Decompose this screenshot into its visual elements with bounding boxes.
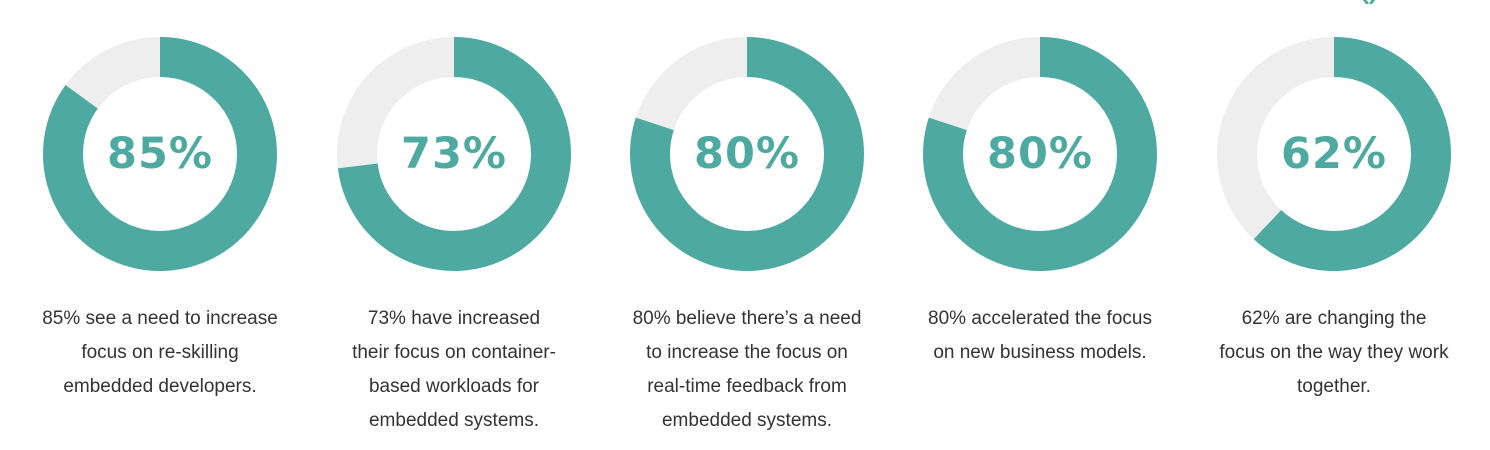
description-line: 80% accelerated the focus (928, 308, 1152, 329)
percentage-label: 85% (107, 129, 213, 179)
description-line: 73% have increased (367, 308, 541, 329)
stat-description: 80% believe there’s a need to increase t… (617, 302, 877, 438)
description-line: focus on re-skilling (81, 342, 239, 363)
donut-arc-73 (337, 37, 571, 271)
donut-arc-80 (923, 37, 1157, 271)
description-line: focus on the way they work (1219, 342, 1449, 363)
donut-svg (1217, 37, 1451, 271)
description-line: on new business models. (933, 342, 1147, 363)
description-line: embedded systems. (368, 410, 540, 431)
percentage-label: 80% (694, 129, 800, 179)
description-line: together. (1297, 376, 1371, 397)
description-line: 62% are changing the (1241, 308, 1427, 329)
stat-description: 80% accelerated the focus on new busines… (910, 302, 1170, 370)
donut-chart: 73% (336, 36, 572, 272)
donut-arc-85 (43, 37, 277, 271)
stat-description: 62% are changing the focus on the way th… (1204, 302, 1464, 404)
description-line: their focus on container- (352, 342, 556, 363)
donut-svg (630, 37, 864, 271)
stat-description: 73% have increased their focus on contai… (324, 302, 584, 438)
description-line: embedded systems. (661, 410, 833, 431)
description-line: embedded developers. (63, 376, 257, 397)
donut-chart: 62% (1216, 36, 1452, 272)
percentage-label: 73% (401, 129, 507, 179)
description-line: 85% see a need to increase (42, 308, 278, 329)
donut-svg (43, 37, 277, 271)
donut-svg (337, 37, 571, 271)
description-line: based workloads for (368, 376, 540, 397)
percentage-label: 80% (987, 129, 1093, 179)
stat-description: 85% see a need to increase focus on re-s… (30, 302, 290, 404)
description-line: to increase the focus on (646, 342, 848, 363)
donut-chart: 85% (42, 36, 278, 272)
cropped-heading-fragment (1362, 0, 1376, 4)
donut-svg (923, 37, 1157, 271)
donut-arc-80 (630, 37, 864, 271)
donut-chart: 80% (629, 36, 865, 272)
donut-arc-62 (1217, 37, 1451, 271)
description-line: real-time feedback from (647, 376, 847, 397)
percentage-label: 62% (1281, 129, 1387, 179)
description-line: 80% believe there’s a need (632, 308, 862, 329)
donut-chart: 80% (922, 36, 1158, 272)
